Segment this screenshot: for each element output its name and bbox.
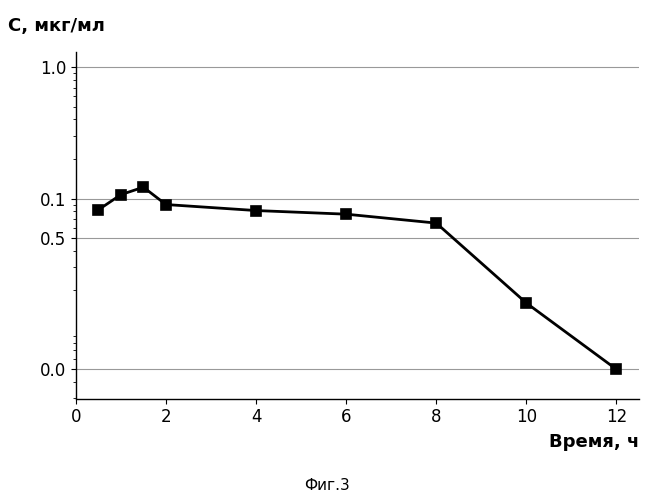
Text: Время, ч: Время, ч <box>549 433 639 451</box>
Text: Фиг.3: Фиг.3 <box>304 478 350 493</box>
Text: С, мкг/мл: С, мкг/мл <box>9 17 105 35</box>
